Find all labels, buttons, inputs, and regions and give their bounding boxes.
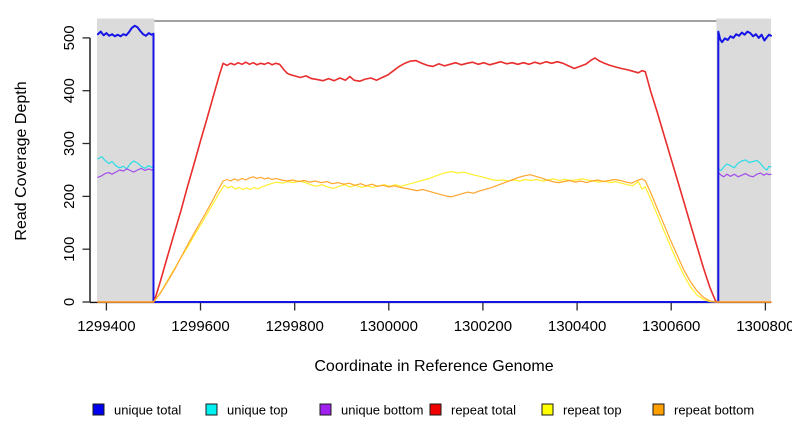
legend-swatch-unique-bottom [319, 403, 332, 416]
legend-label-unique-total: unique total [114, 403, 181, 418]
series-lines [96, 24, 772, 303]
legend-label-repeat-top: repeat top [563, 403, 622, 418]
shaded-regions [97, 18, 771, 302]
series-line-repeat-bottom [97, 174, 772, 303]
legend-swatch-repeat-top [541, 403, 554, 416]
y-axis-title: Read Coverage Depth [13, 81, 30, 240]
legend-label-repeat-total: repeat total [451, 403, 516, 418]
x-tick-label: 1300400 [548, 318, 606, 335]
y-tick-label: 100 [61, 237, 78, 262]
series-line-unique-top [97, 156, 772, 303]
x-axis-title: Coordinate in Reference Genome [314, 358, 553, 375]
legend-label-unique-bottom: unique bottom [341, 403, 423, 418]
axes: 1299400 1299600 1299800 1300000 1300200 13004… [61, 25, 792, 335]
x-tick-label: 1300200 [454, 318, 512, 335]
series-line-repeat-total [97, 57, 772, 303]
shaded-region [97, 18, 155, 302]
legend-label-unique-top: unique top [227, 403, 288, 418]
x-tick-label: 1299800 [265, 318, 323, 335]
legend-swatch-unique-top [205, 403, 218, 416]
legend-swatch-unique-total [92, 403, 105, 416]
series-line-unique-bottom [97, 167, 772, 303]
y-tick-label: 200 [61, 184, 78, 209]
legend-swatch-repeat-bottom [652, 403, 665, 416]
legend-label-repeat-bottom: repeat bottom [674, 403, 754, 418]
x-tick-label: 1300600 [642, 318, 700, 335]
series-line-unique-total [96, 24, 772, 303]
legend-swatch-repeat-total [429, 403, 442, 416]
y-tick-label: 400 [61, 78, 78, 103]
x-tick-label: 1299600 [171, 318, 229, 335]
x-tick-label: 1299400 [77, 318, 135, 335]
y-tick-label: 300 [61, 131, 78, 156]
legend: unique total unique top unique bottom repea… [92, 403, 754, 418]
series-line-repeat-top [97, 170, 772, 303]
x-tick-label: 1300000 [360, 318, 418, 335]
y-tick-label: 500 [61, 25, 78, 50]
x-tick-label: 1300800 [736, 318, 792, 335]
y-tick-label: 0 [61, 298, 78, 306]
